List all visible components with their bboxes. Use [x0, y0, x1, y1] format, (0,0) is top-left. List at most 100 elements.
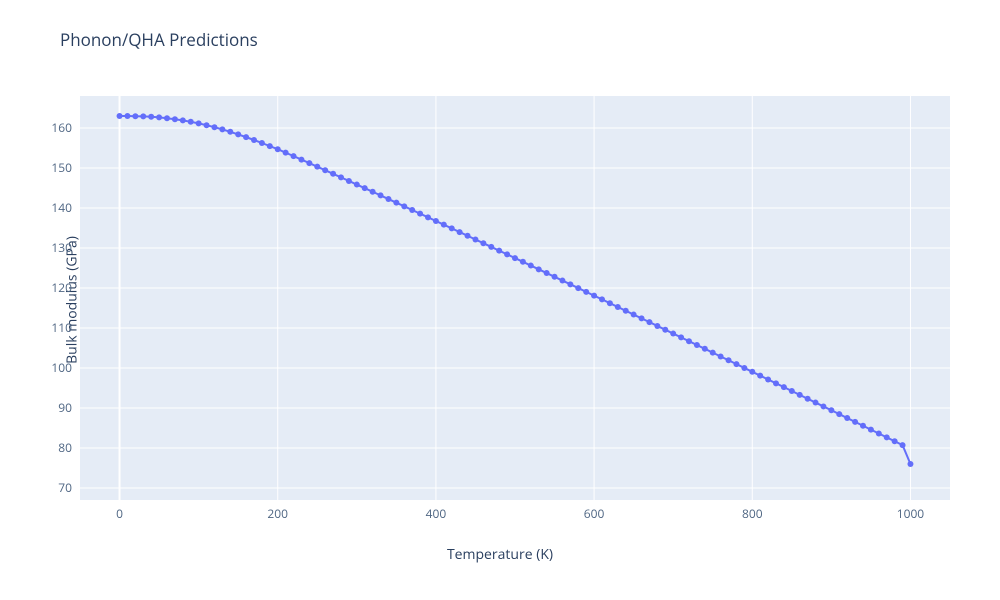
data-point[interactable]: [836, 411, 842, 417]
data-point[interactable]: [251, 137, 257, 143]
data-point[interactable]: [117, 113, 123, 119]
data-point[interactable]: [552, 274, 558, 280]
data-point[interactable]: [180, 117, 186, 123]
data-point[interactable]: [132, 113, 138, 119]
data-point[interactable]: [306, 160, 312, 166]
data-point[interactable]: [813, 400, 819, 406]
data-point[interactable]: [900, 442, 906, 448]
data-point[interactable]: [267, 143, 273, 149]
data-point[interactable]: [196, 120, 202, 126]
data-point[interactable]: [188, 119, 194, 125]
chart-svg[interactable]: 708090100110120130140150160 020040060080…: [0, 0, 1000, 600]
data-point[interactable]: [733, 361, 739, 367]
data-point[interactable]: [496, 248, 502, 254]
data-point[interactable]: [718, 353, 724, 359]
data-point[interactable]: [140, 113, 146, 119]
data-point[interactable]: [544, 270, 550, 276]
data-point[interactable]: [789, 388, 795, 394]
data-point[interactable]: [710, 350, 716, 356]
data-point[interactable]: [654, 323, 660, 329]
data-point[interactable]: [599, 296, 605, 302]
data-point[interactable]: [488, 244, 494, 250]
data-point[interactable]: [591, 293, 597, 299]
data-point[interactable]: [346, 178, 352, 184]
data-point[interactable]: [884, 434, 890, 440]
data-point[interactable]: [457, 229, 463, 235]
data-point[interactable]: [765, 376, 771, 382]
data-point[interactable]: [283, 150, 289, 156]
data-point[interactable]: [907, 461, 913, 467]
data-point[interactable]: [844, 415, 850, 421]
data-point[interactable]: [243, 134, 249, 140]
data-point[interactable]: [409, 207, 415, 213]
data-point[interactable]: [860, 423, 866, 429]
data-point[interactable]: [370, 189, 376, 195]
data-point[interactable]: [259, 140, 265, 146]
data-point[interactable]: [670, 331, 676, 337]
data-point[interactable]: [164, 115, 170, 121]
data-point[interactable]: [646, 319, 652, 325]
data-point[interactable]: [575, 285, 581, 291]
data-point[interactable]: [749, 369, 755, 375]
data-point[interactable]: [805, 396, 811, 402]
data-point[interactable]: [852, 419, 858, 425]
data-point[interactable]: [797, 392, 803, 398]
data-point[interactable]: [441, 222, 447, 228]
data-point[interactable]: [211, 124, 217, 130]
data-point[interactable]: [219, 126, 225, 132]
data-point[interactable]: [433, 218, 439, 224]
data-point[interactable]: [472, 236, 478, 242]
data-point[interactable]: [362, 185, 368, 191]
data-point[interactable]: [773, 380, 779, 386]
data-point[interactable]: [678, 334, 684, 340]
data-point[interactable]: [401, 203, 407, 209]
data-point[interactable]: [631, 312, 637, 318]
data-point[interactable]: [338, 174, 344, 180]
data-point[interactable]: [156, 114, 162, 120]
data-point[interactable]: [124, 113, 130, 119]
data-point[interactable]: [227, 129, 233, 135]
data-point[interactable]: [480, 240, 486, 246]
data-point[interactable]: [298, 157, 304, 163]
data-point[interactable]: [686, 338, 692, 344]
data-point[interactable]: [235, 131, 241, 137]
data-point[interactable]: [820, 403, 826, 409]
data-point[interactable]: [567, 281, 573, 287]
data-point[interactable]: [204, 122, 210, 128]
data-point[interactable]: [615, 304, 621, 310]
data-point[interactable]: [148, 114, 154, 120]
data-point[interactable]: [726, 357, 732, 363]
data-point[interactable]: [449, 225, 455, 231]
data-point[interactable]: [694, 342, 700, 348]
data-point[interactable]: [639, 315, 645, 321]
data-point[interactable]: [275, 146, 281, 152]
data-point[interactable]: [528, 263, 534, 269]
data-point[interactable]: [781, 384, 787, 390]
data-point[interactable]: [417, 211, 423, 217]
data-point[interactable]: [385, 196, 391, 202]
data-point[interactable]: [583, 289, 589, 295]
data-point[interactable]: [607, 300, 613, 306]
data-point[interactable]: [828, 407, 834, 413]
data-point[interactable]: [559, 278, 565, 284]
data-point[interactable]: [354, 182, 360, 188]
data-point[interactable]: [702, 346, 708, 352]
data-point[interactable]: [504, 251, 510, 257]
data-point[interactable]: [393, 200, 399, 206]
data-point[interactable]: [876, 431, 882, 437]
data-point[interactable]: [741, 365, 747, 371]
data-point[interactable]: [757, 373, 763, 379]
data-point[interactable]: [892, 438, 898, 444]
data-point[interactable]: [536, 266, 542, 272]
data-point[interactable]: [623, 308, 629, 314]
data-point[interactable]: [465, 233, 471, 239]
data-point[interactable]: [330, 171, 336, 177]
data-point[interactable]: [425, 214, 431, 220]
data-point[interactable]: [662, 327, 668, 333]
data-point[interactable]: [172, 116, 178, 122]
data-point[interactable]: [314, 164, 320, 170]
data-point[interactable]: [322, 167, 328, 173]
data-point[interactable]: [520, 259, 526, 265]
data-point[interactable]: [291, 153, 297, 159]
data-point[interactable]: [512, 255, 518, 261]
